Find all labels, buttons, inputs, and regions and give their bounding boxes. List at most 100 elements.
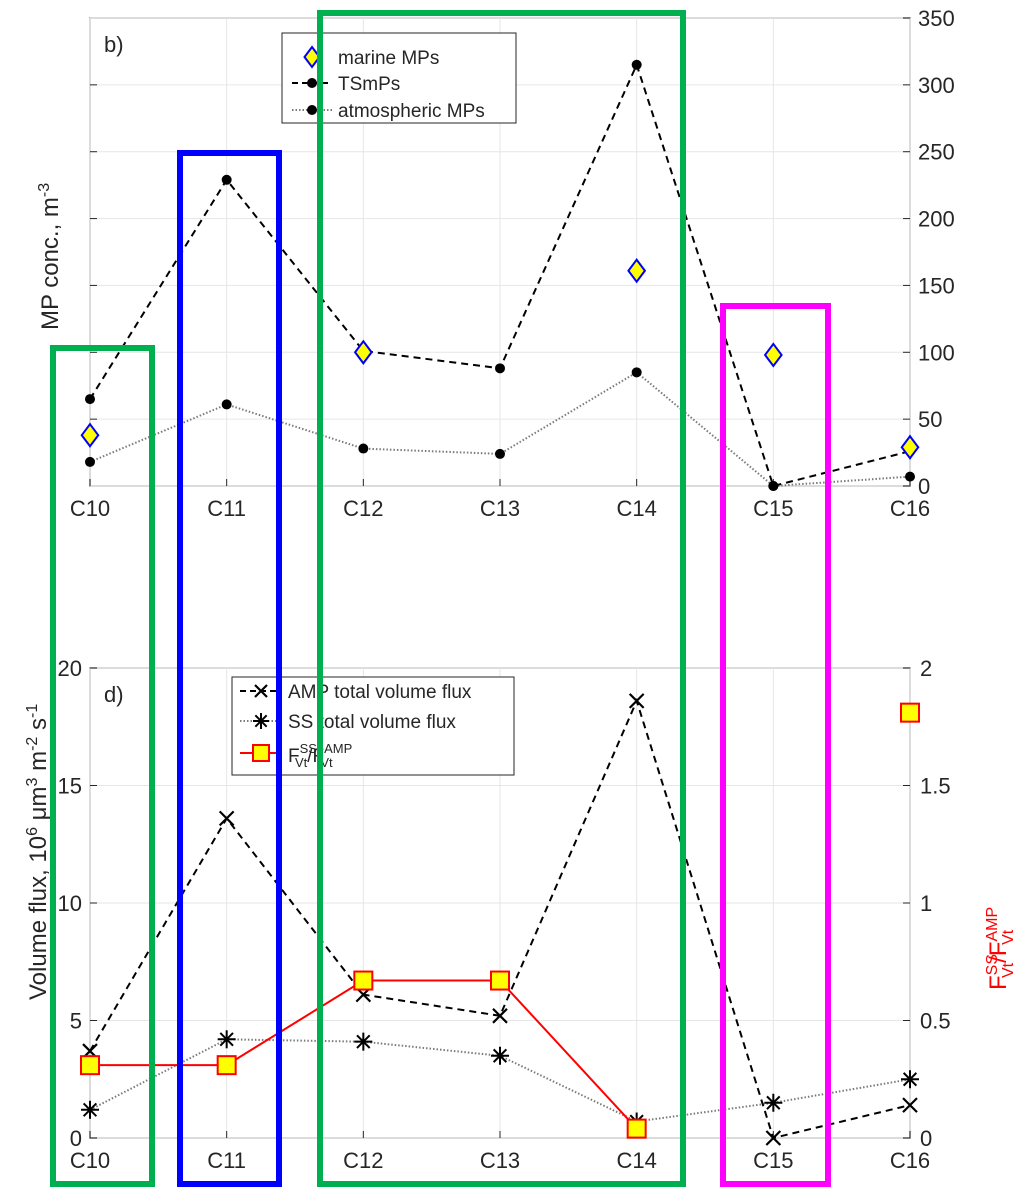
y-tick-label: 10 <box>58 891 82 916</box>
tsmps-point <box>631 59 642 70</box>
y-tick-label: 50 <box>918 407 942 432</box>
highlight-box <box>177 150 282 1187</box>
panel-d-chart: 0 5 10 15 20 0 0.5 1 1.5 2 C10 C11 C12 C13 C14 C15 C16… <box>24 656 1014 1173</box>
panel-d-x-ticks: C10 C11 C12 C13 C14 C15 C16 <box>70 1131 930 1173</box>
x-tick-label: C16 <box>890 1148 930 1173</box>
highlight-box <box>720 303 831 1187</box>
y2-tick-label: 1 <box>920 891 932 916</box>
legend-ss-marker <box>253 713 269 729</box>
x-tick-label: C15 <box>753 496 793 521</box>
legend-ratio-part: Vt <box>320 755 333 770</box>
atmospheric-mps-point <box>85 456 95 467</box>
asterisk-stroke <box>356 1034 371 1049</box>
amp-volume-flux-point <box>492 1008 508 1024</box>
x-tick-label: C11 <box>207 1148 246 1173</box>
atmospheric-mps-point <box>358 443 369 454</box>
y2-tick-label: 0.5 <box>920 1009 951 1034</box>
y-tick-label: 20 <box>58 656 82 681</box>
ratio-point <box>216 1055 237 1076</box>
legend-atmospheric-marker <box>307 105 317 115</box>
ratio-point <box>490 970 510 991</box>
x-tick-label: C12 <box>343 496 383 521</box>
amp-volume-flux-point <box>218 810 235 827</box>
tsmps-point <box>768 481 779 491</box>
ss-volume-flux-point <box>764 1093 783 1112</box>
y-tick-label: 15 <box>58 774 82 799</box>
highlight-box <box>317 10 686 1187</box>
ratio-point <box>353 970 374 991</box>
y-tick-label: 350 <box>918 6 955 31</box>
asterisk-stroke <box>219 1032 234 1047</box>
panel-d-y-axis-label: Volume flux, 106 μm3 m-2 s-1 <box>24 704 52 1000</box>
panel-d-y2-ticks: 0 0.5 1 1.5 2 <box>903 656 951 1151</box>
y2-tick-label: 1.5 <box>920 774 951 799</box>
d-y2lab-3: /F <box>985 942 1012 963</box>
panel-d-y-ticks: 0 5 10 15 20 <box>58 656 97 1151</box>
d-ylab-6: s <box>25 718 52 737</box>
x-tick-label: C16 <box>890 496 930 521</box>
x-tick-label: C10 <box>70 1148 110 1173</box>
y-tick-label: 200 <box>918 207 955 232</box>
d-y2lab-0: F <box>985 975 1012 990</box>
ss-volume-flux-point <box>491 1046 509 1065</box>
legend-amp-marker <box>254 684 268 698</box>
panel-b-y-axis-label: MP conc., m-3 <box>36 183 64 330</box>
marine-mps-point <box>353 339 373 365</box>
x-tick-label: C15 <box>753 1148 793 1173</box>
marine-mps-point <box>900 434 920 460</box>
asterisk-stroke <box>254 714 268 728</box>
d-ylab-0: Volume flux, 10 <box>25 836 52 1000</box>
y2-tick-label: 0 <box>920 1126 932 1151</box>
asterisk-stroke <box>766 1095 781 1110</box>
panel-b-label: b) <box>104 32 124 57</box>
asterisk-stroke <box>82 1102 98 1117</box>
ratio-point <box>900 702 920 723</box>
panel-d-label: d) <box>104 682 124 707</box>
x-tick-label: C13 <box>480 496 520 521</box>
ss-volume-flux-point <box>901 1070 919 1089</box>
d-ylab-1: 6 <box>24 827 41 836</box>
legend-ratio-part: F <box>288 746 300 767</box>
x-tick-label: C12 <box>343 1148 383 1173</box>
legend-label-ratio: FSS Vt/FAMP Vt <box>288 741 352 770</box>
tsmps-point <box>495 363 505 374</box>
atmospheric-mps-point <box>631 367 642 378</box>
y-tick-label: 300 <box>918 73 955 98</box>
legend-label: AMP total volume flux <box>288 682 472 703</box>
atmospheric-mps-point <box>221 399 232 410</box>
y-tick-label: 150 <box>918 273 955 298</box>
atmospheric-mps-point <box>495 448 505 459</box>
panel-b-series <box>80 59 920 491</box>
x-tick-label: C13 <box>480 1148 520 1173</box>
panel-b-ylabel-sup: -3 <box>36 183 53 197</box>
y-tick-label: 250 <box>918 140 955 165</box>
panel-b-chart: 0 50 100 150 200 250 300 350 C10 C11 C12 C13 C14 C15… <box>36 6 955 521</box>
asterisk-stroke <box>902 1072 918 1087</box>
marine-mps-point <box>627 258 647 284</box>
panel-b-x-ticks: C10 C11 C12 C13 C14 C15 C16 <box>70 479 930 521</box>
amp-volume-flux-point <box>628 693 645 709</box>
legend-label: atmospheric MPs <box>338 101 485 122</box>
amp-volume-flux-point <box>765 1130 782 1146</box>
y-tick-label: 0 <box>70 1126 82 1151</box>
d-y2lab-2: Vt <box>1000 962 1014 978</box>
d-ylab-7: -1 <box>24 704 41 718</box>
legend-ratio-marker <box>252 744 270 762</box>
d-ylab-4: m <box>25 751 52 778</box>
y-tick-label: 100 <box>918 340 955 365</box>
panel-d-legend: AMP total volume flux SS total volume flu… <box>231 676 515 776</box>
d-ylab-2: μm <box>25 786 52 827</box>
x-tick-label: C11 <box>207 496 246 521</box>
ss-volume-flux-point <box>217 1030 236 1049</box>
x-tick-label: C14 <box>616 496 656 521</box>
panel-b-y-ticks: 0 50 100 150 200 250 300 350 <box>90 6 955 499</box>
tsmps-point <box>85 394 95 405</box>
asterisk-stroke <box>492 1048 508 1063</box>
marine-mps-point <box>80 422 100 448</box>
legend-ratio-part: AMP <box>324 741 352 756</box>
x-tick-label: C10 <box>70 496 110 521</box>
legend-label: SS total volume flux <box>288 712 456 733</box>
tsmps-point <box>221 174 232 185</box>
highlight-box <box>50 345 155 1187</box>
